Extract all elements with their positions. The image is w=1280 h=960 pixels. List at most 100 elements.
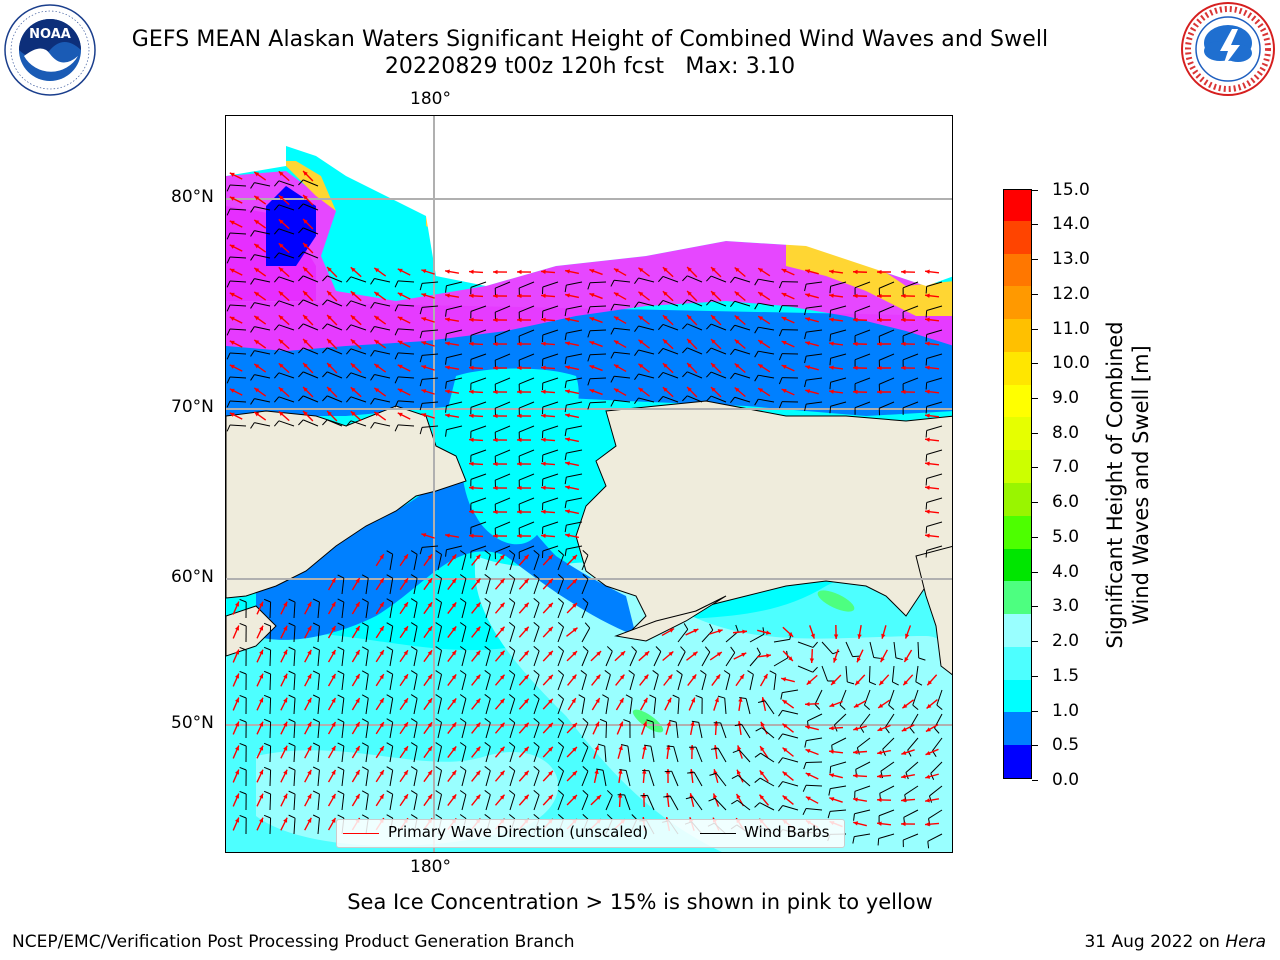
wind-barb <box>533 790 540 811</box>
wind-barb <box>288 814 296 835</box>
wave-direction-arrow <box>351 649 361 663</box>
wave-direction-arrow <box>373 291 387 301</box>
wind-barb <box>518 305 535 320</box>
wind-barb <box>386 790 394 811</box>
wave-direction-arrow <box>782 771 794 781</box>
wave-direction-arrow <box>756 653 772 658</box>
wind-barb <box>778 329 799 337</box>
wind-barb <box>370 326 391 333</box>
wave-direction-arrow <box>229 388 243 396</box>
wave-direction-arrow <box>566 746 578 758</box>
wave-direction-arrow <box>757 339 771 349</box>
wind-barb <box>604 670 611 691</box>
wave-direction-arrow <box>375 745 385 759</box>
wave-direction-arrow <box>516 317 532 323</box>
wave-direction-arrow <box>641 745 647 759</box>
wave-direction-arrow <box>592 721 600 735</box>
wind-barb <box>925 329 943 342</box>
wind-barb <box>346 396 367 403</box>
wave-direction-arrow <box>688 697 696 711</box>
colorbar-tick-mark <box>1032 259 1038 260</box>
wind-barb <box>226 208 247 216</box>
wave-direction-arrow <box>565 461 579 467</box>
colorbar-segment <box>1004 190 1031 221</box>
wind-barb <box>869 641 881 659</box>
wind-barb <box>754 398 775 406</box>
wind-barb <box>878 377 895 392</box>
wind-barb <box>854 785 871 799</box>
wind-barb <box>298 323 319 331</box>
vector-layer <box>226 170 943 849</box>
wind-barb <box>928 785 943 803</box>
wave-direction-arrow <box>900 365 916 371</box>
wave-direction-arrow <box>540 317 556 322</box>
wind-barb <box>804 329 823 340</box>
wave-direction-arrow <box>878 674 890 686</box>
wind-barb <box>605 646 613 667</box>
wave-direction-arrow <box>256 817 264 831</box>
wave-direction-arrow <box>903 649 913 663</box>
wind-barb <box>484 574 491 595</box>
wave-direction-arrow <box>421 317 435 323</box>
wind-barb <box>557 670 565 691</box>
wave-direction-arrow <box>304 745 312 759</box>
wave-direction-arrow <box>278 242 290 254</box>
wind-barb <box>298 299 319 307</box>
wind-barb <box>731 799 751 811</box>
wave-direction-arrow <box>423 649 433 663</box>
wave-direction-arrow <box>757 387 771 397</box>
colorbar-tick-mark <box>1032 329 1038 330</box>
wind-barb <box>853 809 871 821</box>
wind-barb <box>610 303 631 311</box>
wind-barb <box>274 276 295 283</box>
wind-barb <box>361 622 369 643</box>
wind-barb <box>541 353 559 367</box>
wind-barb <box>346 420 367 427</box>
kamchatka-coast <box>226 605 277 657</box>
wind-barb <box>717 695 727 715</box>
wave-direction-arrow <box>542 578 554 590</box>
wind-barb <box>508 622 516 643</box>
colorbar-tick-mark <box>1032 676 1038 677</box>
wave-direction-arrow <box>516 485 532 491</box>
wind-barb <box>778 377 799 385</box>
wave-direction-arrow <box>232 601 240 615</box>
wind-barb <box>653 646 662 667</box>
wind-barb <box>459 622 467 643</box>
wind-barb <box>518 401 535 416</box>
colorbar-tick-1.0: 1.0 <box>1052 701 1080 721</box>
wave-direction-arrow <box>686 338 698 350</box>
wave-direction-arrow <box>518 674 530 686</box>
wave-direction-arrow <box>278 386 290 398</box>
wind-barb <box>508 766 516 787</box>
wave-direction-arrow <box>468 389 484 395</box>
wind-barb <box>821 641 840 655</box>
wind-barb <box>298 371 319 379</box>
wind-barb <box>754 752 775 763</box>
wave-direction-arrow <box>924 413 940 418</box>
colorbar-segment <box>1004 351 1031 385</box>
wave-direction-arrow <box>327 745 337 759</box>
wave-direction-arrow <box>924 822 940 827</box>
wave-direction-arrow <box>924 798 940 803</box>
wave-direction-arrow <box>900 269 916 275</box>
wave-direction-arrow <box>423 745 433 759</box>
wind-barb <box>337 742 345 763</box>
wave-direction-arrow <box>852 317 868 323</box>
wave-direction-arrow <box>327 649 337 663</box>
wave-direction-arrow <box>351 697 361 711</box>
wind-barb <box>361 742 369 763</box>
wind-barb <box>557 622 565 643</box>
colorbar-tick-mark <box>1032 780 1038 781</box>
wind-barb <box>778 305 799 313</box>
wind-barb <box>541 281 559 295</box>
wave-direction-arrow <box>565 437 579 443</box>
wind-barb <box>226 304 247 312</box>
wave-direction-arrow <box>540 269 556 274</box>
wave-direction-arrow <box>447 601 457 615</box>
colorbar-tick-0.5: 0.5 <box>1052 735 1080 755</box>
wind-barb <box>658 395 679 403</box>
wind-barb <box>623 719 631 739</box>
wind-barb <box>346 300 367 307</box>
wave-direction-arrow <box>232 673 240 687</box>
